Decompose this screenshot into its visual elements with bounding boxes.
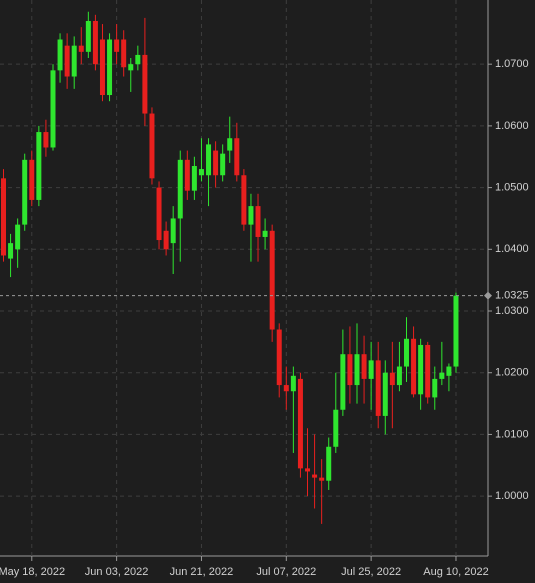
candle-body [213, 150, 219, 176]
candle-body [220, 153, 226, 176]
candle-body [8, 243, 14, 259]
candle-body [170, 218, 176, 244]
candle-body [453, 295, 459, 367]
candle-body [71, 45, 77, 77]
candle-body [418, 344, 424, 395]
x-tick-label: Jul 07, 2022 [256, 566, 316, 578]
candle-body [1, 178, 6, 256]
candle-body [85, 20, 91, 52]
candle-body [99, 39, 105, 96]
candle-body [403, 338, 409, 367]
candle-body [354, 354, 360, 386]
candle-body [184, 159, 190, 191]
x-tick-label: Jun 21, 2022 [170, 566, 234, 578]
y-tick-label: 1.0600 [495, 120, 529, 132]
candle-body [206, 144, 212, 176]
candle-body [432, 378, 438, 398]
y-tick-label: 1.0100 [495, 428, 529, 440]
candle-body [22, 159, 28, 225]
candle-body [396, 366, 402, 386]
candle-body [121, 39, 127, 68]
candle-body [312, 474, 318, 478]
candle-body [78, 45, 84, 52]
candle-body [156, 187, 162, 241]
x-tick-label: Jul 25, 2022 [341, 566, 401, 578]
candle-body [340, 354, 346, 410]
y-tick-label: 1.0400 [495, 243, 529, 255]
candle-body [439, 372, 445, 379]
candle-body [290, 375, 296, 392]
candle-body [375, 360, 381, 416]
candle-body [248, 206, 254, 225]
x-tick-label: Jun 03, 2022 [85, 566, 149, 578]
candle-body [319, 477, 325, 481]
candle-body [135, 54, 141, 65]
candle-body [262, 230, 268, 237]
candle-body [29, 159, 35, 200]
candle-body [114, 39, 120, 52]
candle-body [411, 338, 417, 395]
candle-body [305, 468, 311, 472]
last-price-marker [484, 291, 492, 300]
y-tick-label: 1.0000 [495, 490, 529, 502]
candle-body [241, 175, 247, 225]
candle-body [191, 165, 197, 191]
candle-body [64, 45, 70, 77]
candle-body [128, 64, 134, 71]
candle-body [326, 446, 332, 481]
x-tick-label: Aug 10, 2022 [423, 566, 488, 578]
candle-body [57, 39, 63, 71]
candle-body [234, 138, 240, 176]
candle-body [255, 206, 261, 237]
candle-body [333, 409, 339, 447]
candle-body [163, 230, 169, 250]
candle-body [227, 138, 233, 151]
y-tick-label: 1.0700 [495, 58, 529, 70]
candle-body [347, 354, 353, 386]
x-tick-label: May 18, 2022 [0, 566, 65, 578]
candle-body [43, 132, 49, 148]
candle-body [15, 224, 21, 250]
candle-body [446, 366, 452, 376]
candle-body [177, 159, 183, 219]
last-price-label: 1.0325 [495, 289, 529, 301]
y-tick-label: 1.0200 [495, 367, 529, 379]
y-tick-label: 1.0500 [495, 182, 529, 194]
candle-body [36, 132, 42, 200]
candle-body [107, 39, 113, 96]
candle-body [142, 54, 148, 114]
candle-body [149, 113, 155, 179]
candle-body [425, 344, 431, 398]
candle-body [382, 372, 388, 416]
candle-body [297, 378, 303, 469]
candle-body [50, 70, 56, 148]
candle-body [276, 329, 282, 386]
candle-body [361, 354, 367, 379]
y-tick-label: 1.0300 [495, 305, 529, 317]
candle-body [92, 20, 98, 65]
candle-body [269, 230, 275, 330]
candle-body [198, 169, 204, 176]
candle-body [283, 385, 289, 392]
candle-body [368, 360, 374, 379]
candle-body [389, 372, 395, 386]
